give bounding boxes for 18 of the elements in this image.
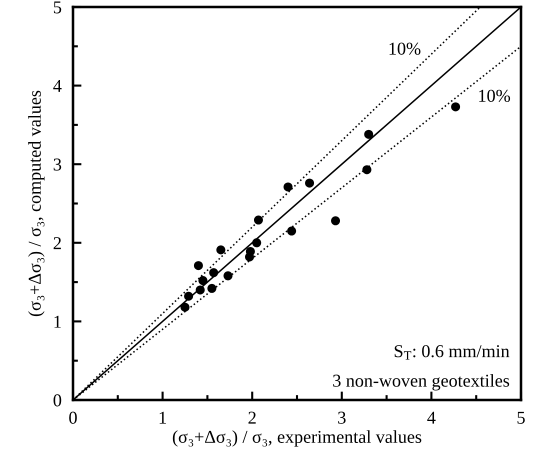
x-tick-label: 3 xyxy=(338,412,346,424)
x-tick-label: 4 xyxy=(427,412,436,424)
y-tick-label: 3 xyxy=(54,158,62,171)
annotation: 10% xyxy=(390,42,420,55)
y-axis-title: (σ₃+Δσ₃) / σ₃, computed values xyxy=(28,90,45,316)
x-tick-label: 0 xyxy=(69,412,77,424)
annotation: 3 non-woven geotextiles xyxy=(333,374,510,391)
x-tick-label: 5 xyxy=(518,412,525,424)
x-tick-label: 1 xyxy=(160,412,166,424)
annotation: 10% xyxy=(479,90,510,102)
y-tick-label: 1 xyxy=(54,316,61,328)
y-tick-label: 0 xyxy=(54,394,62,406)
y-tick-label: 2 xyxy=(54,237,61,250)
x-tick-label: 2 xyxy=(248,412,256,424)
annotation: S$_{T}$: 0.6 mm/min xyxy=(394,345,510,360)
x-axis-title: (σ₃+Δσ₃) / σ₃, experimental values xyxy=(172,430,422,447)
y-tick-label: 4 xyxy=(53,80,62,92)
y-tick-label: 5 xyxy=(54,1,62,14)
